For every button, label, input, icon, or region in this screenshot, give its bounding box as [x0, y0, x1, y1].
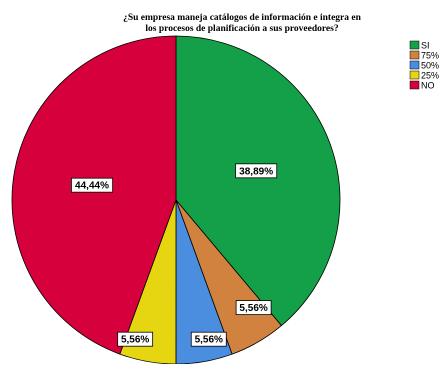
- legend-item-no: NO: [409, 80, 435, 91]
- legend-item-50pct: 50%: [409, 60, 439, 71]
- data-label-box: [235, 300, 272, 316]
- data-label-no: 44,44%: [71, 177, 114, 193]
- pie-data-labels: 38,89% 5,56% 5,56% 5,56% 44,44%: [71, 163, 278, 347]
- data-label-box: [190, 331, 227, 347]
- data-label-box: [235, 163, 278, 179]
- data-label-text: 38,89%: [239, 166, 273, 177]
- legend-item-25pct: 25%: [409, 70, 439, 81]
- legend-swatch: [409, 60, 420, 70]
- legend-label: 50%: [421, 61, 439, 71]
- legend-label: 75%: [421, 51, 439, 61]
- legend-swatch: [409, 70, 420, 80]
- data-label-text: 44,44%: [75, 181, 109, 192]
- data-label-si: 38,89%: [235, 163, 278, 179]
- data-label-text: 5,56%: [195, 335, 223, 346]
- legend-label: NO: [421, 81, 435, 91]
- data-label-75pct: 5,56%: [235, 300, 272, 316]
- legend-swatch: [409, 50, 420, 60]
- legend-label: SI: [421, 41, 430, 51]
- pie-slice-no: [11, 35, 177, 355]
- data-label-box: [117, 331, 154, 347]
- data-label-text: 5,56%: [239, 303, 267, 314]
- legend-swatch: [409, 40, 420, 50]
- pie-slices: [11, 35, 341, 365]
- legend-item-si: SI: [409, 40, 430, 51]
- chart-title-line-1: ¿Su empresa maneja catálogos de informac…: [123, 13, 362, 23]
- data-label-25pct: 5,56%: [117, 331, 154, 347]
- data-label-box: [71, 177, 114, 193]
- legend-swatch: [409, 80, 420, 90]
- legend-item-75pct: 75%: [409, 50, 439, 61]
- data-label-50pct: 5,56%: [190, 331, 227, 347]
- pie-slice-si: [175, 35, 341, 327]
- data-label-text: 5,56%: [121, 335, 149, 346]
- legend-label: 25%: [421, 71, 439, 81]
- chart-title-line-2: los procesos de planificación a sus prov…: [145, 24, 338, 34]
